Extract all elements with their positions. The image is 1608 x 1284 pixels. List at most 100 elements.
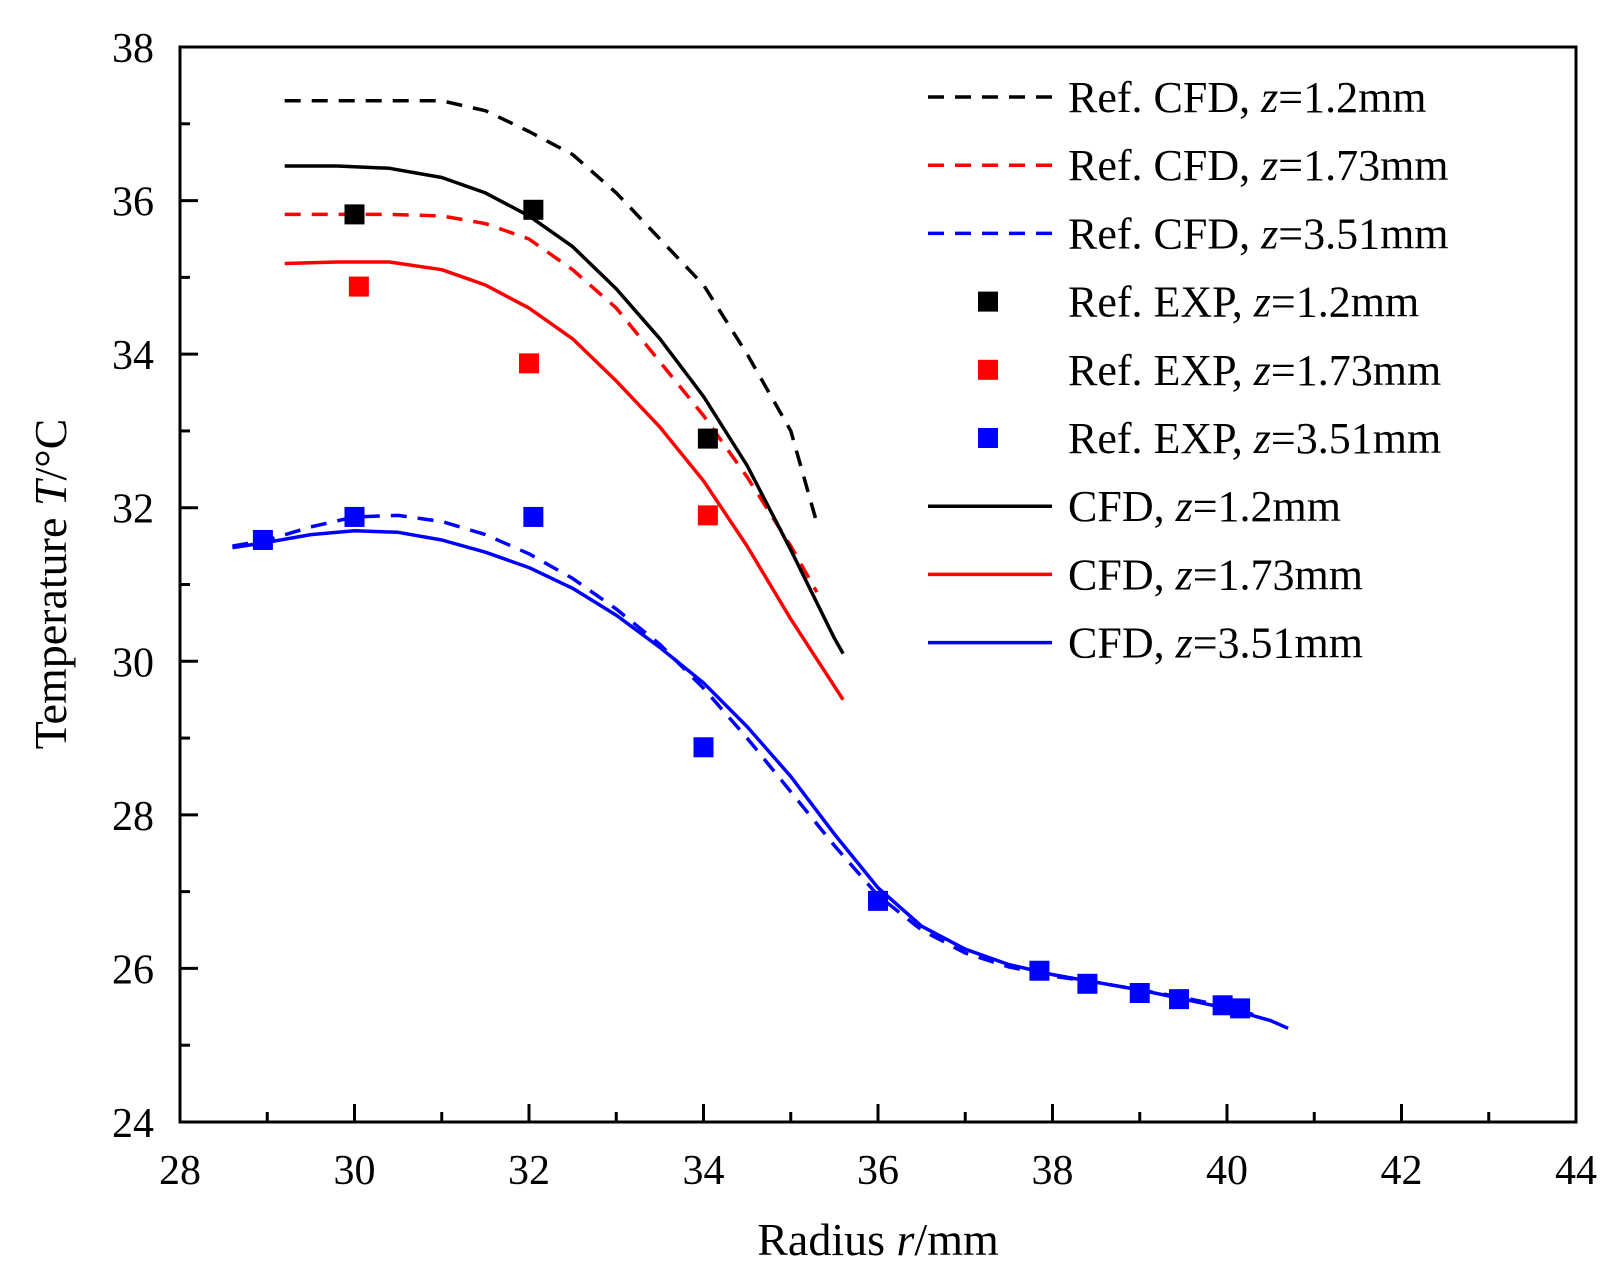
legend-label-var: z bbox=[1260, 209, 1278, 258]
legend-label-suffix: =3.51mm bbox=[1278, 209, 1448, 258]
legend-label-prefix: Ref. CFD, bbox=[1068, 209, 1261, 258]
legend-label-var: z bbox=[1253, 278, 1271, 327]
series-ref-cfd-z-1-73mm bbox=[284, 212, 819, 594]
x-tick-label: 44 bbox=[1555, 1148, 1597, 1194]
legend-label-prefix: CFD, bbox=[1068, 550, 1176, 599]
y-tick-label: 38 bbox=[112, 26, 154, 72]
legend-label-var: z bbox=[1175, 619, 1193, 668]
legend-label-var: z bbox=[1175, 550, 1193, 599]
legend-label: CFD, z=1.73mm bbox=[1068, 550, 1363, 599]
y-tick-label: 24 bbox=[112, 1101, 154, 1147]
data-point bbox=[519, 353, 539, 374]
legend-label: Ref. CFD, z=1.73mm bbox=[1068, 141, 1449, 190]
data-point bbox=[697, 505, 718, 526]
legend-label: Ref. CFD, z=3.51mm bbox=[1068, 209, 1449, 258]
legend-item-ref-cfd-z-1-73mm: Ref. CFD, z=1.73mm bbox=[928, 141, 1449, 190]
legend-marker bbox=[978, 291, 998, 312]
legend-label-var: z bbox=[1260, 141, 1278, 190]
y-tick-label: 28 bbox=[112, 794, 154, 840]
data-point bbox=[523, 199, 544, 220]
legend-label-suffix: =1.73mm bbox=[1278, 141, 1448, 190]
data-point bbox=[697, 428, 718, 449]
data-point bbox=[252, 529, 273, 550]
data-point bbox=[1077, 973, 1098, 994]
y-axis-title-var: T bbox=[25, 477, 76, 506]
x-tick-label: 42 bbox=[1381, 1148, 1423, 1194]
legend-label-suffix: =1.2mm bbox=[1193, 482, 1341, 531]
legend-label: Ref. CFD, z=1.2mm bbox=[1068, 73, 1427, 122]
legend-label-prefix: Ref. EXP, bbox=[1068, 414, 1254, 463]
x-tick-label: 28 bbox=[159, 1148, 201, 1194]
legend-label-prefix: Ref. EXP, bbox=[1068, 278, 1254, 327]
data-point bbox=[868, 890, 888, 911]
x-tick-label: 32 bbox=[508, 1148, 550, 1194]
legend-label: Ref. EXP, z=1.73mm bbox=[1068, 346, 1441, 395]
legend-marker bbox=[978, 359, 998, 380]
legend-item-ref-exp-z-1-2mm: Ref. EXP, z=1.2mm bbox=[978, 278, 1419, 327]
legend-label-var: z bbox=[1253, 414, 1271, 463]
y-axis-title: Temperature T/°C bbox=[25, 419, 76, 750]
series-line bbox=[284, 212, 819, 594]
legend-label: Ref. EXP, z=1.2mm bbox=[1068, 278, 1419, 327]
data-point bbox=[344, 204, 365, 225]
data-point bbox=[348, 276, 369, 297]
series-line bbox=[284, 260, 845, 701]
series-ref-exp-z-3-51mm bbox=[252, 506, 1251, 1019]
legend-label: CFD, z=3.51mm bbox=[1068, 619, 1363, 668]
data-point bbox=[344, 506, 365, 527]
legend-label-prefix: Ref. CFD, bbox=[1068, 141, 1261, 190]
y-tick-label: 34 bbox=[112, 333, 154, 379]
x-axis-title-suffix: /mm bbox=[914, 1214, 999, 1265]
legend-label-prefix: Ref. CFD, bbox=[1068, 73, 1261, 122]
legend-item-ref-cfd-z-1-2mm: Ref. CFD, z=1.2mm bbox=[928, 73, 1427, 122]
legend-label-prefix: Ref. EXP, bbox=[1068, 346, 1254, 395]
legend-label-suffix: =1.2mm bbox=[1278, 73, 1426, 122]
series-ref-cfd-z-1-2mm bbox=[284, 99, 819, 524]
series-line bbox=[232, 529, 1289, 1030]
y-axis-title-prefix: Temperature bbox=[25, 506, 76, 749]
x-axis-title-var: r bbox=[897, 1214, 916, 1265]
legend-label-suffix: =1.73mm bbox=[1271, 346, 1441, 395]
series-cfd-z-3-51mm bbox=[232, 529, 1289, 1030]
legend-marker bbox=[978, 428, 998, 448]
y-axis: 24 26 28 30 32 34 36 38 bbox=[112, 26, 198, 1147]
series-ref-exp-z-1-73mm bbox=[348, 276, 718, 526]
x-tick-label: 40 bbox=[1206, 1148, 1248, 1194]
legend-label: Ref. EXP, z=3.51mm bbox=[1068, 414, 1441, 463]
legend-label-suffix: =1.73mm bbox=[1193, 550, 1363, 599]
legend-label-suffix: =3.51mm bbox=[1193, 619, 1363, 668]
series-cfd-z-1-73mm bbox=[284, 260, 845, 701]
x-tick-label: 38 bbox=[1032, 1148, 1074, 1194]
plot-series bbox=[232, 99, 1289, 1030]
legend-label: CFD, z=1.2mm bbox=[1068, 482, 1341, 531]
legend-item-cfd-z-1-2mm: CFD, z=1.2mm bbox=[928, 482, 1341, 531]
data-point bbox=[693, 737, 714, 758]
x-tick-label: 34 bbox=[683, 1148, 725, 1194]
series-line bbox=[284, 99, 819, 524]
data-point bbox=[523, 506, 544, 527]
legend-item-cfd-z-1-73mm: CFD, z=1.73mm bbox=[928, 550, 1363, 599]
y-tick-label: 26 bbox=[112, 947, 154, 993]
series-line bbox=[284, 164, 845, 655]
legend-label-prefix: CFD, bbox=[1068, 619, 1176, 668]
legend-item-cfd-z-3-51mm: CFD, z=3.51mm bbox=[928, 619, 1363, 668]
legend-item-ref-cfd-z-3-51mm: Ref. CFD, z=3.51mm bbox=[928, 209, 1449, 258]
x-axis-title: Radius r/mm bbox=[757, 1214, 999, 1265]
legend-label-suffix: =3.51mm bbox=[1271, 414, 1441, 463]
series-cfd-z-1-2mm bbox=[284, 164, 845, 655]
legend-label-var: z bbox=[1260, 73, 1278, 122]
x-axis-title-prefix: Radius bbox=[757, 1214, 896, 1265]
x-tick-label: 30 bbox=[334, 1148, 376, 1194]
legend-item-ref-exp-z-3-51mm: Ref. EXP, z=3.51mm bbox=[978, 414, 1441, 463]
legend-label-var: z bbox=[1253, 346, 1271, 395]
y-axis-title-suffix: /°C bbox=[25, 419, 76, 481]
y-tick-label: 32 bbox=[112, 487, 154, 533]
legend-label-prefix: CFD, bbox=[1068, 482, 1176, 531]
legend-label-var: z bbox=[1175, 482, 1193, 531]
x-axis: 28 30 32 34 36 38 40 42 44 bbox=[159, 1104, 1597, 1194]
legend-item-ref-exp-z-1-73mm: Ref. EXP, z=1.73mm bbox=[978, 346, 1441, 395]
legend-label-suffix: =1.2mm bbox=[1271, 278, 1419, 327]
x-tick-label: 36 bbox=[857, 1148, 899, 1194]
y-tick-label: 30 bbox=[112, 640, 154, 686]
